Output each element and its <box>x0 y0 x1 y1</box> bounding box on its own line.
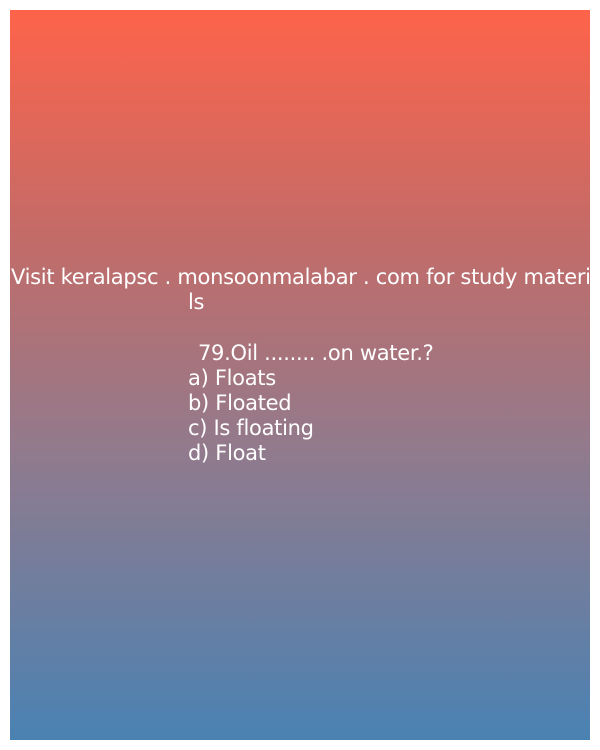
promo-text-line-2: ls <box>188 290 205 314</box>
promo-text-line-1: Visit keralapsc . monsoonmalabar . com f… <box>11 265 600 289</box>
question-card: Visit keralapsc . monsoonmalabar . com f… <box>10 10 600 740</box>
question-text: 79.Oil ........ .on water.? <box>198 341 434 365</box>
option-b: b) Floated <box>188 391 292 415</box>
option-c: c) Is floating <box>188 416 314 440</box>
option-d: d) Float <box>188 441 266 465</box>
option-a: a) Floats <box>188 366 276 390</box>
